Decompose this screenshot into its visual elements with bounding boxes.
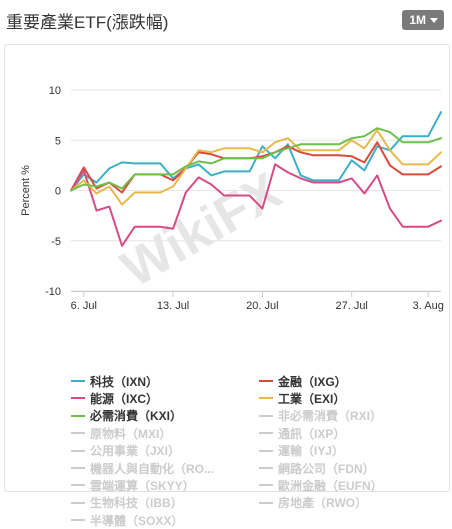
legend-item[interactable]: 機器人與自動化（RO... [71,460,214,476]
legend-swatch [259,484,273,487]
x-tick-label: 27. Jul [335,300,367,312]
legend-label: 原物料（MXI） [90,426,172,441]
legend-label: 通訊（IXP） [278,426,346,441]
series-line-2[interactable] [70,163,442,247]
legend-swatch [71,414,85,417]
chart-panel: WikiFX 10 5 0 -5 -10 6. Jul 13. Jul 20. Jul 27. J… [4,44,450,528]
legend-label: 公用事業（JXI） [90,444,181,459]
legend-item[interactable]: 房地產（RWO） [259,495,367,511]
legend-label: 能源（IXC） [90,391,159,406]
legend-label: 機器人與自動化（RO... [90,461,215,476]
legend-item[interactable]: 歐洲金融（EUFN） [259,477,383,493]
caret-down-icon [430,17,438,23]
y-tick-label: -10 [45,286,61,298]
legend-swatch [71,501,85,504]
legend-item[interactable]: 金融（IXG） [259,373,347,389]
watermark-text: WikiFX [112,162,291,299]
legend-swatch [71,449,85,452]
legend-label: 非必需消費（RXI） [278,409,383,424]
y-tick-label: 0 [55,186,61,198]
legend-swatch [71,380,85,382]
legend-label: 工業（EXI） [278,391,346,406]
legend-item[interactable]: 能源（IXC） [71,390,158,406]
series-line-3[interactable] [70,129,442,206]
legend-item[interactable]: 公用事業（JXI） [71,443,180,459]
legend-swatch [71,397,85,400]
page-title: 重要產業ETF(漲跌幅) [6,13,169,32]
y-tick-label: -5 [51,236,61,248]
legend-item[interactable]: 生物科技（IBB） [71,495,183,511]
line-chart: WikiFX 10 5 0 -5 -10 6. Jul 13. Jul 20. Jul 27. J… [20,85,444,312]
legend-item[interactable]: 科技（IXN） [71,373,158,389]
period-label: 1M [409,13,426,27]
legend-swatch [259,380,273,382]
legend-label: 科技（IXN） [90,374,159,389]
legend-item[interactable]: 通訊（IXP） [259,425,345,441]
legend-item[interactable]: 半導體（SOXX） [71,512,183,528]
legend-swatch [259,397,273,400]
legend-swatch [259,449,273,452]
legend-label: 生物科技（IBB） [90,496,183,511]
legend-item[interactable]: 雲端運算（SKYY） [71,477,195,493]
legend-label: 運輸（IYJ） [278,444,345,459]
period-dropdown-button[interactable]: 1M [402,10,444,30]
legend-label: 金融（IXG） [278,374,347,389]
legend-item[interactable]: 非必需消費（RXI） [259,408,382,424]
x-tick-label: 20. Jul [246,300,278,312]
legend-item[interactable]: 必需消費（KXI） [71,408,182,424]
x-tick-label: 6. Jul [71,300,97,312]
legend-label: 房地產（RWO） [278,496,368,511]
legend-label: 雲端運算（SKYY） [90,478,195,493]
legend-label: 歐洲金融（EUFN） [278,478,383,493]
legend-swatch [259,432,273,435]
legend-label: 網路公司（FDN） [278,461,375,476]
legend-label: 必需消費（KXI） [90,409,183,424]
legend-swatch [71,432,85,435]
y-tick-label: 10 [49,85,61,97]
legend-swatch [71,519,85,522]
series-line-4[interactable] [70,127,442,192]
legend-item[interactable]: 原物料（MXI） [71,425,171,441]
y-tick-label: 5 [55,135,61,147]
legend-swatch [71,467,85,469]
legend-item[interactable]: 工業（EXI） [259,390,345,406]
legend-item[interactable]: 運輸（IYJ） [259,443,344,459]
legend-swatch [259,414,273,417]
x-tick-label: 3. Aug [413,300,444,312]
legend-label: 半導體（SOXX） [90,513,184,528]
legend-item[interactable]: 網路公司（FDN） [259,460,375,476]
header: 重要產業ETF(漲跌幅) 1M [0,0,452,40]
legend-swatch [71,484,85,487]
x-tick-label: 13. Jul [157,300,189,312]
legend-swatch [259,467,273,469]
y-axis-label: Percent % [20,165,32,216]
legend-swatch [259,501,273,504]
